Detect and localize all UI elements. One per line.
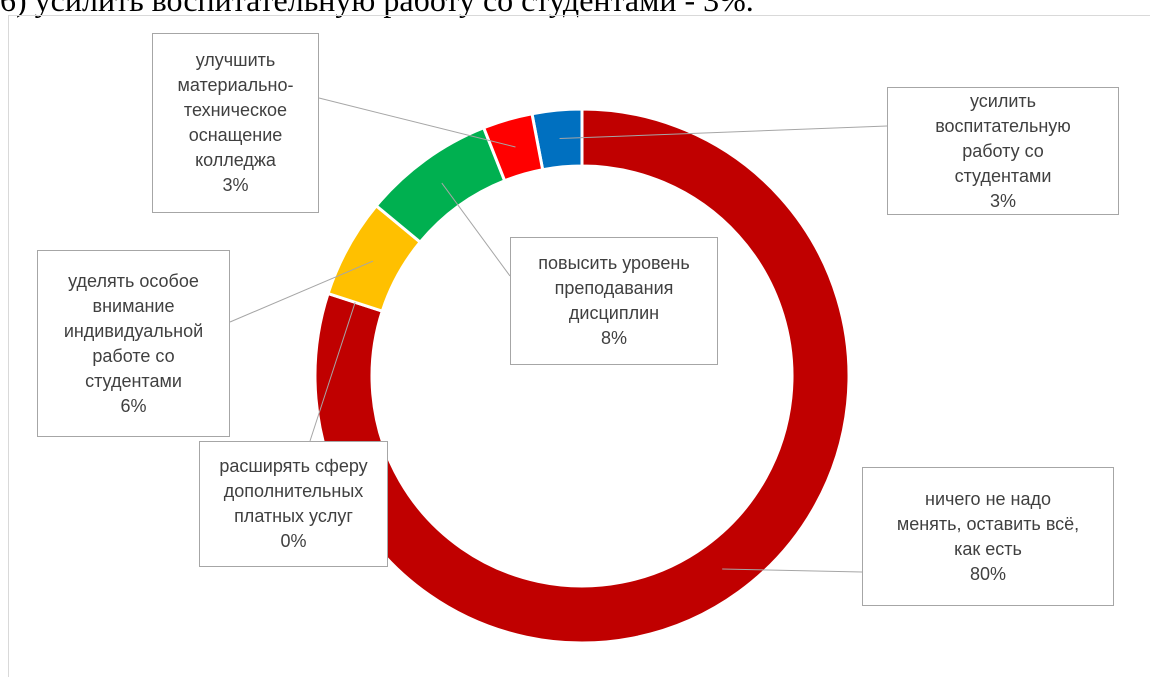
data-label-улучшить-материально-техническое-оснащен: улучшить материально-техническое оснащение…: [152, 33, 319, 213]
data-label-percent: 3%: [989, 190, 1016, 211]
slice-ничего-не-надо-менять-оставить-всё-как-е: [313, 107, 851, 645]
page-heading: 6) усилить воспитательную работу со студ…: [0, 0, 754, 18]
leader-line-усилить-воспитательную-работу-со-студент: [559, 125, 888, 140]
data-label-line: уделять особое: [68, 270, 199, 291]
doughnut-slices: [313, 107, 851, 645]
leader-line-уделять-особое-внимание-индивидуальной-р: [229, 260, 374, 323]
data-label-line: воспитательную: [935, 115, 1071, 136]
data-label-line: индивидуальной: [63, 320, 204, 341]
leader-lines: [229, 97, 888, 573]
data-label-line: работе со: [92, 345, 175, 366]
data-label-percent: 6%: [120, 395, 147, 416]
leader-line-улучшить-материально-техническое-оснащен: [318, 97, 516, 148]
leader-line-ничего-не-надо-менять-оставить-всё-как-е: [722, 568, 863, 573]
data-label-line: оснащение: [188, 125, 283, 145]
data-label-percent: 3%: [222, 175, 249, 195]
data-label-line: дисциплин: [568, 303, 660, 323]
leader-line-расширять-сферу-дополнительных-платных-у: [309, 302, 356, 442]
data-label-line: ничего не надо: [925, 488, 1051, 509]
slice-улучшить-материально-техническое-оснащен: [481, 111, 545, 183]
data-label-line: техническое: [183, 100, 288, 120]
leader-line-повысить-уровень-преподавания-дисциплин: [441, 182, 511, 277]
data-label-line: студентами: [85, 370, 182, 391]
data-label-line: материально-: [177, 75, 294, 95]
data-label-line: улучшить: [195, 50, 276, 70]
data-label-line: внимание: [92, 295, 175, 316]
data-label-line: менять, оставить всё,: [896, 513, 1080, 534]
data-label-повысить-уровень-преподавания-дисциплин: повысить уровень преподавания дисциплин 8%: [510, 237, 718, 365]
data-label-line: расширять сферу: [219, 456, 368, 476]
data-label-ничего-не-надо-менять-оставить-всё-как-е: ничего не надо менять, оставить всё, как е…: [862, 467, 1114, 606]
data-label-line: как есть: [954, 538, 1022, 559]
data-label-усилить-воспитательную-работу-со-студент: усилить воспитательную работу со студентами…: [887, 87, 1119, 215]
data-label-percent: 8%: [600, 328, 627, 348]
data-label-line: платных услуг: [234, 506, 353, 526]
data-label-line: преподавания: [554, 278, 674, 298]
data-label-расширять-сферу-дополнительных-платных-у: расширять сферу дополнительных платных усл…: [199, 441, 388, 567]
data-label-line: повысить уровень: [538, 253, 690, 273]
data-label-line: усилить: [969, 90, 1037, 111]
chart-area: [8, 15, 1150, 677]
data-label-line: работу со: [962, 140, 1044, 161]
data-label-percent: 0%: [280, 531, 307, 551]
data-label-percent: 80%: [969, 563, 1007, 584]
data-label-уделять-особое-внимание-индивидуальной-р: уделять особое внимание индивидуальной рабо…: [37, 250, 230, 437]
data-label-line: колледжа: [195, 150, 276, 170]
data-label-line: студентами: [954, 165, 1052, 186]
data-label-line: дополнительных: [223, 481, 364, 501]
